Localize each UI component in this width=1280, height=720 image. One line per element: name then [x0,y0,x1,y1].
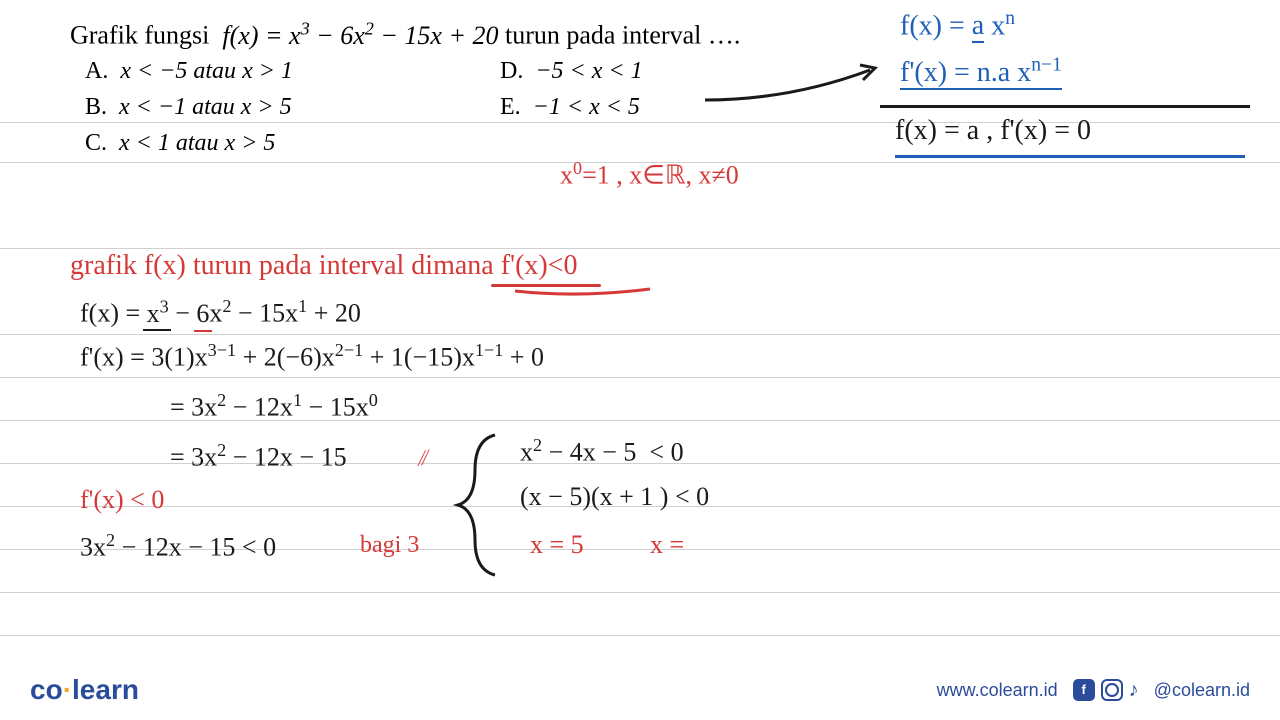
ruled-line [0,592,1280,593]
footer-url: www.colearn.id [937,680,1058,701]
work-header: grafik f(x) turun pada interval dimana f… [70,250,578,282]
option-e: E. −1 < x < 5 [500,94,640,121]
option-d: D. −5 < x < 1 [500,58,643,85]
rule-power-function: f(x) = a xn [900,8,1015,42]
option-b: B. x < −1 atau x > 5 [85,94,292,121]
ruled-line [0,334,1280,335]
work-divide3: bagi 3 [360,532,419,559]
red-tick: ⁄⁄ [418,445,430,472]
problem-suffix: turun pada interval …. [505,21,740,50]
work-fprime-final: = 3x2 − 12x − 15 [170,440,347,473]
brace-icon [450,430,510,580]
work-factored-quad: x2 − 4x − 5 < 0 [520,435,684,468]
problem-formula: f(x) = x3 − 6x2 − 15x + 20 [216,21,499,50]
footer-handle: @colearn.id [1154,680,1250,701]
instagram-icon [1101,679,1123,701]
rule-constant: f(x) = a , f'(x) = 0 [895,115,1091,147]
divider-line [880,105,1250,108]
problem-statement: Grafik fungsi f(x) = x3 − 6x2 − 15x + 20… [70,18,740,51]
option-c: C. x < 1 atau x > 5 [85,130,275,157]
work-factored: (x − 5)(x + 1 ) < 0 [520,482,709,512]
logo-co: co [30,674,63,705]
red-flourish [510,286,660,301]
underline-blue-bottom [895,155,1245,158]
rule-power-derivative: f'(x) = n.a xn−1 [900,55,1062,89]
work-fprime-step2: = 3x2 − 12x1 − 15x0 [170,390,378,423]
logo-dot-icon: · [63,674,72,705]
work-condition: f'(x) < 0 [80,485,164,515]
logo: co·learn [30,674,139,706]
logo-learn: learn [72,674,139,705]
facebook-icon: f [1073,679,1095,701]
social-icons: f ♪ [1073,679,1139,702]
ruled-line [0,248,1280,249]
footer: co·learn www.colearn.id f ♪ @colearn.id [0,670,1280,710]
work-fprime-expand: f'(x) = 3(1)x3−1 + 2(−6)x2−1 + 1(−15)x1−… [80,340,544,373]
work-root1: x = 5 [530,530,584,560]
note-x-zero: x0=1 , x∈ℝ, x≠0 [560,158,739,191]
work-inequality: 3x2 − 12x − 15 < 0 [80,530,276,563]
footer-right: www.colearn.id f ♪ @colearn.id [937,679,1250,702]
work-root2: x = [650,530,684,560]
problem-prefix: Grafik fungsi [70,21,216,50]
option-a: A. x < −5 atau x > 1 [85,58,293,85]
arrow-icon [700,60,890,110]
ruled-line [0,635,1280,636]
tiktok-icon: ♪ [1129,679,1139,702]
work-fx: f(x) = x3 − 6x2 − 15x1 + 20 [80,296,361,329]
ruled-line [0,377,1280,378]
